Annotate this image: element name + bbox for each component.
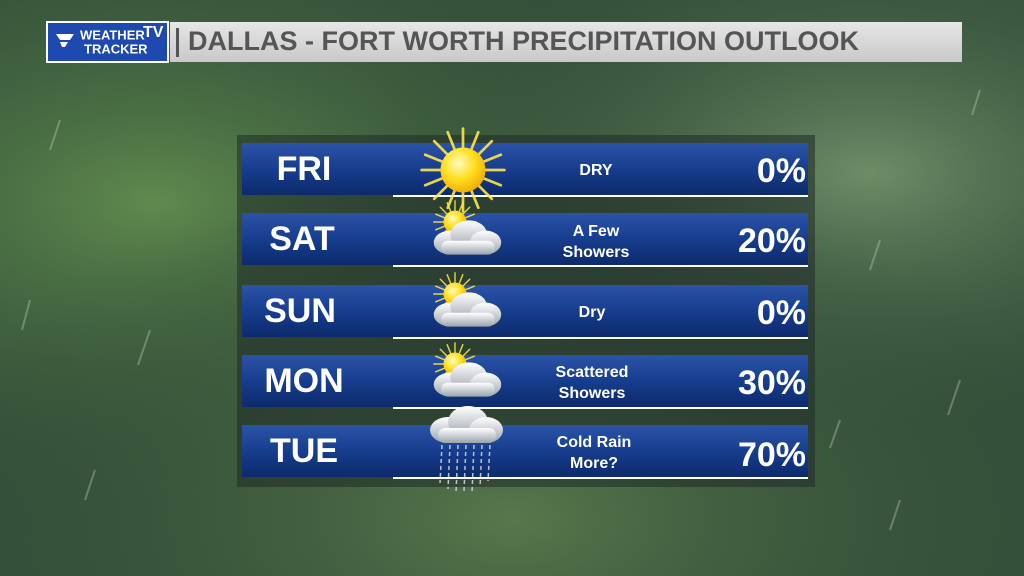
title-divider [176,28,179,57]
rain-streaks [21,89,981,531]
condition: A Few [573,223,620,240]
row-bar [242,355,808,407]
row: TUE Cold Rain More? 70% [242,406,808,494]
row-bar [242,143,808,195]
day: SAT [269,220,335,258]
day: FRI [277,150,332,188]
day: MON [264,362,343,400]
title-bar [170,22,962,62]
chance: 20% [738,222,806,260]
condition: Scattered [556,364,629,381]
chance: 0% [757,294,806,332]
chance: 70% [738,436,806,474]
logo-icon [56,34,74,47]
condition: Showers [563,244,630,261]
logo-text: WEATHER [80,27,145,42]
logo-badge: TV [143,24,164,41]
condition: Dry [579,304,606,321]
row: SUN Dry 0% [242,272,808,339]
row-bar [242,285,808,337]
condition: Showers [559,385,626,402]
day: SUN [264,292,336,330]
row-bar [242,213,808,265]
day: TUE [270,432,338,470]
chance: 30% [738,364,806,402]
condition: Cold Rain [557,434,632,451]
title: DALLAS - FORT WORTH PRECIPITATION OUTLOO… [188,26,859,56]
condition: DRY [579,162,613,179]
row-bar [242,425,808,477]
condition: More? [570,455,618,472]
logo-text: TRACKER [84,41,148,56]
row: SAT A Few Showers 20% [242,200,808,267]
chance: 0% [757,152,806,190]
rain-icon [439,444,491,494]
sun-icon [420,127,506,213]
row: MON Scattered Showers 30% [242,342,808,409]
row: FRI DRY 0% [242,127,808,213]
